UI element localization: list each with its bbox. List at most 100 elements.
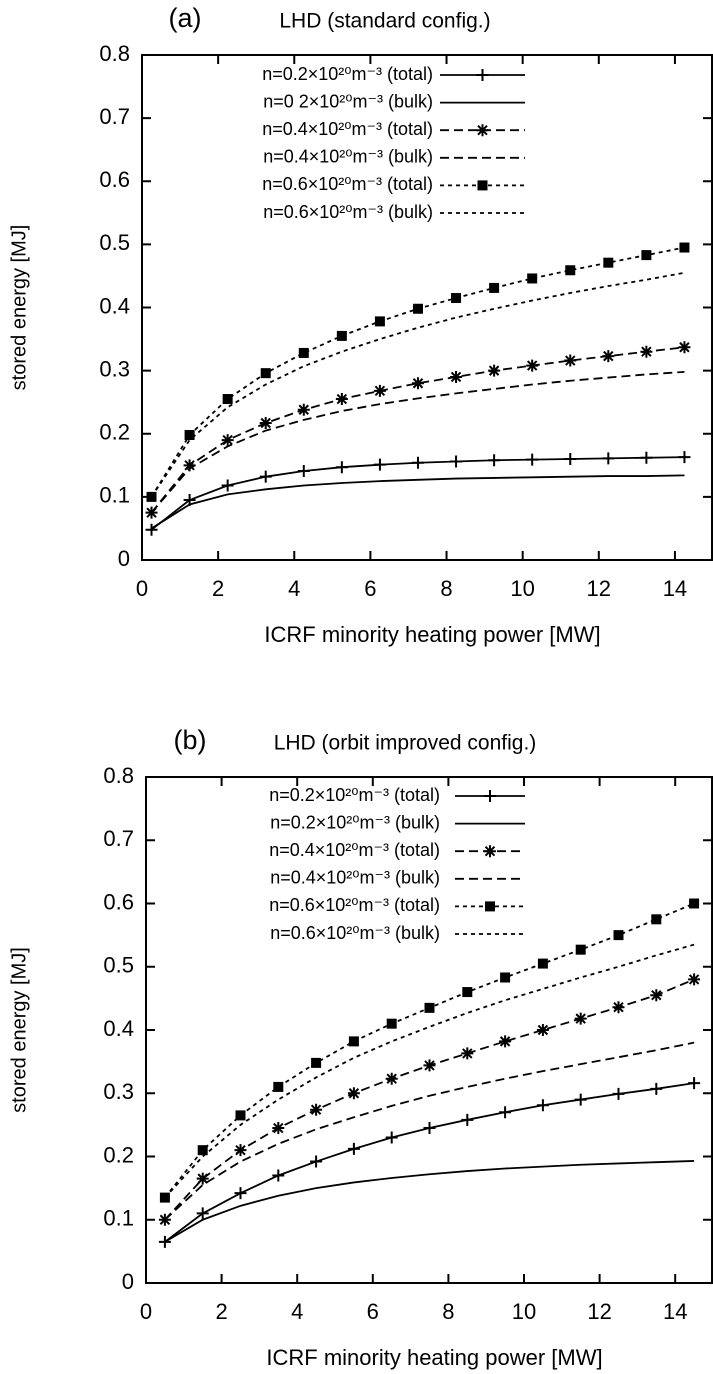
legend-marker <box>476 69 489 81</box>
legend-label: n=0.4×10²⁰m⁻³ (total) <box>269 840 440 860</box>
y-tick-label: 0 <box>118 546 130 571</box>
y-tick-label: 0.7 <box>99 104 130 129</box>
y-tick-label: 0.2 <box>103 1142 134 1167</box>
marker <box>298 347 309 358</box>
marker <box>574 1012 587 1025</box>
marker <box>641 250 652 261</box>
y-tick-label: 0.6 <box>103 889 134 914</box>
legend-label: n=0.2×10²⁰m⁻³ (total) <box>269 785 440 805</box>
x-tick-label: 10 <box>512 1299 536 1324</box>
marker <box>196 1172 209 1185</box>
legend-label: n=0.4×10²⁰m⁻³ (bulk) <box>270 868 440 888</box>
marker <box>297 403 310 416</box>
legend-label: n=0.4×10²⁰m⁻³ (total) <box>262 119 433 139</box>
marker <box>575 944 586 955</box>
y-tick-label: 0.2 <box>99 420 130 445</box>
marker <box>386 1018 397 1029</box>
series-line <box>164 978 695 1221</box>
marker <box>603 257 614 268</box>
marker <box>272 1169 285 1182</box>
marker <box>196 1207 209 1220</box>
marker <box>336 330 347 341</box>
y-tick-label: 0.4 <box>99 293 130 318</box>
marker <box>564 354 577 367</box>
marker <box>688 1077 701 1090</box>
chart-title: LHD (standard config.) <box>279 10 490 33</box>
x-tick-label: 4 <box>288 576 300 601</box>
marker <box>678 451 691 464</box>
marker <box>385 1072 398 1085</box>
y-tick-label: 0.3 <box>99 356 130 381</box>
marker <box>235 1110 246 1121</box>
y-tick-label: 0 <box>122 1269 134 1294</box>
marker <box>373 458 386 471</box>
x-tick-label: 0 <box>136 576 148 601</box>
x-tick-label: 8 <box>442 1299 454 1324</box>
legend-label: n=0.2×10²⁰m⁻³ (bulk) <box>270 812 440 832</box>
legend-label: n=0.6×10²⁰m⁻³ (total) <box>262 174 433 194</box>
marker <box>536 1024 549 1036</box>
x-tick-label: 12 <box>587 1299 611 1324</box>
marker <box>461 1047 474 1060</box>
chart-title: LHD (orbit improved config.) <box>274 732 537 755</box>
marker <box>183 459 196 472</box>
x-tick-label: 12 <box>587 576 611 601</box>
marker <box>311 1057 322 1068</box>
y-tick-label: 0.8 <box>99 41 130 66</box>
y-tick-label: 0.1 <box>103 1206 134 1231</box>
series-line <box>151 474 685 530</box>
marker <box>411 456 424 469</box>
series-line <box>150 370 685 514</box>
marker <box>450 455 463 468</box>
marker <box>613 930 624 941</box>
marker <box>272 1122 285 1135</box>
marker <box>602 350 615 363</box>
x-tick-label: 2 <box>215 1299 227 1324</box>
marker <box>612 1087 625 1100</box>
marker <box>335 393 348 406</box>
marker <box>221 479 234 492</box>
marker <box>373 384 386 397</box>
marker <box>602 452 615 465</box>
x-tick-label: 10 <box>510 576 534 601</box>
y-tick-label: 0.5 <box>99 230 130 255</box>
marker <box>500 972 511 983</box>
marker <box>310 1155 323 1168</box>
marker <box>640 451 653 464</box>
x-tick-label: 14 <box>663 1299 687 1324</box>
marker <box>650 1082 663 1095</box>
y-tick-label: 0.4 <box>103 1016 134 1041</box>
marker <box>347 1087 360 1100</box>
x-tick-label: 2 <box>212 576 224 601</box>
y-tick-label: 0.1 <box>99 483 130 508</box>
marker <box>488 454 501 467</box>
marker <box>423 1122 436 1135</box>
x-tick-label: 8 <box>440 576 452 601</box>
legend-label: n=0.6×10²⁰m⁻³ (bulk) <box>270 923 440 943</box>
marker <box>310 1103 323 1116</box>
marker <box>688 973 701 986</box>
legend-label: n=0.6×10²⁰m⁻³ (total) <box>269 895 440 915</box>
marker <box>488 364 501 377</box>
marker <box>612 1001 625 1014</box>
marker <box>526 359 539 372</box>
marker <box>158 1235 171 1248</box>
marker <box>489 282 500 293</box>
series-line <box>150 346 685 514</box>
y-axis-label: stored energy [MJ] <box>8 225 30 391</box>
marker <box>565 265 576 276</box>
x-tick-label: 14 <box>663 576 687 601</box>
marker <box>499 1106 512 1119</box>
marker <box>374 316 385 327</box>
marker <box>679 242 690 253</box>
legend-label: n=0 2×10²⁰m⁻³ (bulk) <box>263 91 433 111</box>
series-line <box>164 1160 695 1243</box>
marker <box>451 293 462 304</box>
series-line <box>164 943 695 1199</box>
y-tick-label: 0.3 <box>103 1079 134 1104</box>
legend-marker <box>485 901 495 912</box>
marker <box>222 394 233 405</box>
panel-label: (a) <box>169 3 202 33</box>
marker <box>689 898 700 909</box>
x-tick-label: 0 <box>140 1299 152 1324</box>
